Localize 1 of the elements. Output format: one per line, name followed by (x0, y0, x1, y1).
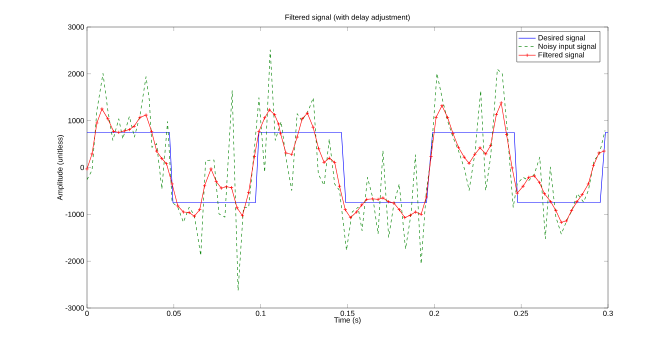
line-series (87, 50, 606, 291)
